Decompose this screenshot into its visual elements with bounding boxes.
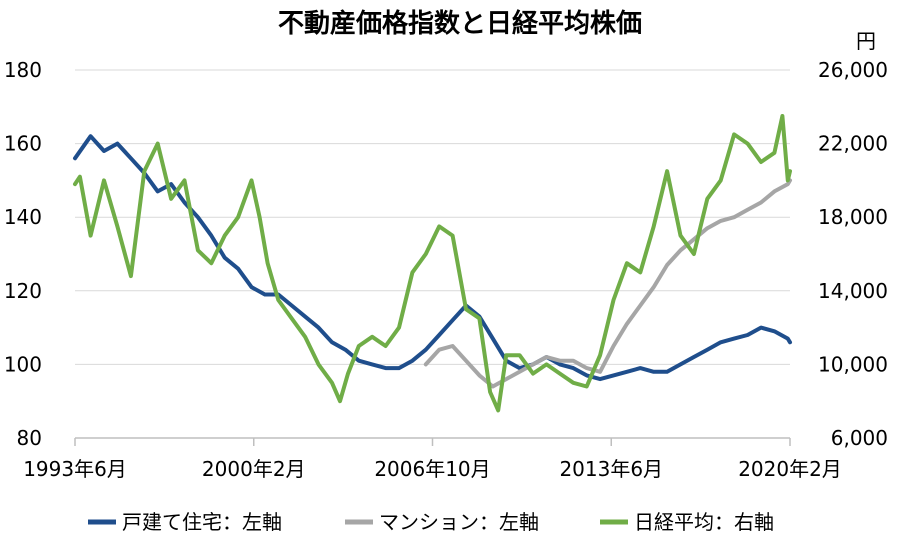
legend-label: マンション：左軸 (379, 510, 539, 534)
series-line-3 (73, 114, 792, 413)
y-right-tick-label: 10,000 (818, 352, 888, 376)
y-left-tick-label: 180 (4, 58, 42, 82)
y-left-tick-label: 160 (4, 132, 42, 156)
y-right-tick-label: 6,000 (831, 426, 888, 450)
x-axis: 1993年6月 2000年2月 2006年10月 2013年6月 2020年2月 (23, 438, 842, 481)
x-tick-label: 2013年6月 (559, 457, 663, 481)
series-line-2 (423, 178, 792, 389)
gridlines (75, 69, 790, 439)
y-right-tick-label: 18,000 (818, 205, 888, 229)
y-left-tick-label: 100 (4, 352, 42, 376)
y-left-tick-label: 140 (4, 205, 42, 229)
series-lines (73, 114, 792, 413)
y-right-axis: 6,000 10,000 14,000 18,000 22,000 26,000 (818, 58, 888, 450)
y-left-tick-label: 80 (17, 426, 42, 450)
y-right-tick-label: 14,000 (818, 279, 888, 303)
chart-title: 不動産価格指数と日経平均株価 (278, 8, 642, 39)
x-tick-label: 2020年2月 (738, 457, 842, 481)
y-right-tick-label: 22,000 (818, 132, 888, 156)
legend-label: 日経平均：右軸 (634, 510, 774, 534)
x-tick-label: 2006年10月 (374, 457, 490, 481)
y-left-tick-label: 120 (4, 279, 42, 303)
x-tick-label: 2000年2月 (202, 457, 306, 481)
legend-label: 戸建て住宅：左軸 (122, 510, 282, 534)
legend: 戸建て住宅：左軸 マンション：左軸 日経平均：右軸 (88, 510, 774, 534)
y2-unit-label: 円 (856, 29, 876, 53)
series-line-1 (73, 134, 792, 382)
y-left-axis: 80 100 120 140 160 180 (4, 58, 42, 450)
y-right-tick-label: 26,000 (818, 58, 888, 82)
x-tick-label: 1993年6月 (23, 457, 127, 481)
